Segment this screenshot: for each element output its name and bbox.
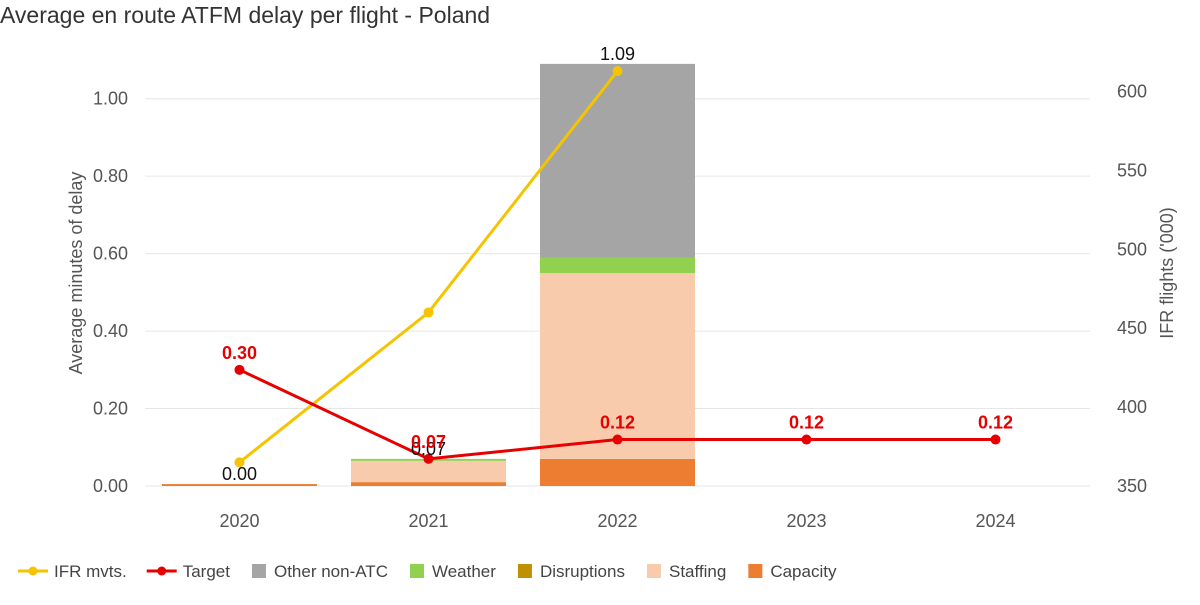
y-tick-label: 0.00 bbox=[93, 476, 128, 496]
target-point bbox=[990, 434, 1001, 445]
bar-total-label: 0.00 bbox=[222, 464, 257, 484]
bar-segment bbox=[351, 482, 506, 486]
y-axis-title: Average minutes of delay bbox=[66, 172, 86, 375]
target-point bbox=[423, 453, 434, 464]
target-label: 0.12 bbox=[978, 413, 1013, 433]
legend-layer: IFR mvts. Target Other non-ATC Weather Disru… bbox=[18, 562, 837, 581]
bar-segment bbox=[162, 484, 317, 486]
bars-layer bbox=[162, 63, 695, 486]
y-tick-label: 0.80 bbox=[93, 166, 128, 186]
x-tick-label: 2022 bbox=[597, 511, 637, 531]
y-tick-label: 0.20 bbox=[93, 399, 128, 419]
legend-label: Staffing bbox=[669, 562, 726, 581]
target-label: 0.30 bbox=[222, 343, 257, 363]
bar-segment bbox=[540, 63, 695, 258]
target-point bbox=[612, 434, 623, 445]
bar-segment bbox=[540, 458, 695, 486]
legend-marker bbox=[28, 566, 38, 576]
bar-segment bbox=[351, 460, 506, 483]
target-label: 0.07 bbox=[411, 432, 446, 452]
y-tick-label: 1.00 bbox=[93, 89, 128, 109]
legend-label: Target bbox=[183, 562, 231, 581]
bar-total-label: 0.07 bbox=[411, 439, 446, 459]
y-tick-label: 0.40 bbox=[93, 321, 128, 341]
legend-label: IFR mvts. bbox=[54, 562, 127, 581]
x-tick-label: 2024 bbox=[975, 511, 1015, 531]
target-point bbox=[801, 434, 812, 445]
x-tick-label: 2021 bbox=[408, 511, 448, 531]
chart-title: Average en route ATFM delay per flight -… bbox=[0, 2, 491, 28]
target-label: 0.12 bbox=[789, 413, 824, 433]
ifr-point bbox=[423, 307, 434, 318]
legend-square-swatch bbox=[748, 564, 763, 578]
legend-label: Disruptions bbox=[540, 562, 625, 581]
bar-segment bbox=[540, 273, 695, 459]
y2-tick-label: 550 bbox=[1117, 160, 1147, 180]
ifr-point bbox=[234, 457, 245, 468]
ifr-point bbox=[612, 66, 623, 77]
x-tick-label: 2023 bbox=[786, 511, 826, 531]
lines-layer bbox=[234, 66, 1001, 468]
labels-layer: 0.00 0.07 1.09 0.30 0.07 0.12 0.12 0.12 bbox=[222, 44, 1013, 484]
legend-label: Other non-ATC bbox=[274, 562, 388, 581]
legend-square-swatch bbox=[251, 564, 266, 578]
target-point bbox=[234, 364, 245, 375]
legend-label: Capacity bbox=[770, 562, 837, 581]
legend-label: Weather bbox=[432, 562, 496, 581]
bar-segment bbox=[540, 257, 695, 273]
y-tick-label: 0.60 bbox=[93, 244, 128, 264]
axes-layer: 0.00 0.20 0.40 0.60 0.80 1.00 350 400 450 500 550 6… bbox=[66, 82, 1177, 531]
bar-total-label: 1.09 bbox=[600, 44, 635, 64]
legend-square-swatch bbox=[517, 564, 532, 578]
y2-tick-label: 350 bbox=[1117, 476, 1147, 496]
legend-marker bbox=[157, 566, 167, 576]
legend-square-swatch bbox=[646, 564, 661, 578]
y2-tick-label: 400 bbox=[1117, 397, 1147, 417]
legend-square-swatch bbox=[409, 564, 424, 578]
y2-tick-label: 500 bbox=[1117, 239, 1147, 259]
y2-tick-label: 450 bbox=[1117, 318, 1147, 338]
y2-axis-title: IFR flights ('000) bbox=[1157, 207, 1177, 338]
y2-tick-label: 600 bbox=[1117, 82, 1147, 102]
x-tick-label: 2020 bbox=[219, 511, 259, 531]
target-label: 0.12 bbox=[600, 413, 635, 433]
